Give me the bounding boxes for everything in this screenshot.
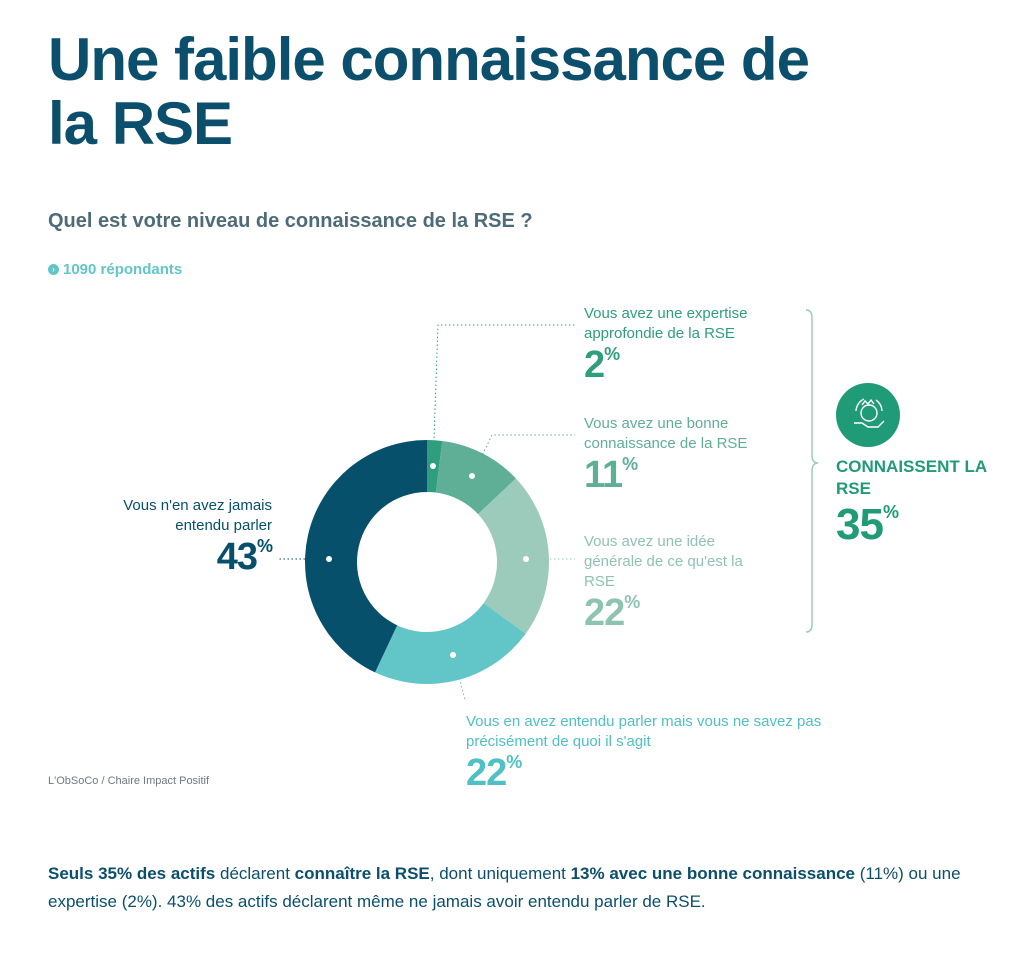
- slice-label: Vous n'en avez jamais entendu parler: [123, 497, 272, 534]
- footer-part: Seuls 35% des actifs: [48, 864, 216, 883]
- legend-bonne: Vous avez une bonne connaissance de la R…: [584, 414, 794, 496]
- hand-globe-icon: [836, 383, 900, 447]
- footer-part: déclarent: [215, 864, 295, 883]
- footer-text: Seuls 35% des actifs déclarent connaître…: [48, 860, 1008, 916]
- summary-label: CONNAISSENT LA RSE: [836, 457, 987, 498]
- footer-part: (11%) ou une expertise (2%). 43% des act…: [48, 864, 961, 911]
- bracket: [805, 309, 819, 633]
- slice-label: Vous en avez entendu parler mais vous ne…: [466, 713, 822, 750]
- slice-marker: [326, 556, 332, 562]
- footer-part: , dont uniquement: [429, 864, 571, 883]
- slice-label: Vous avez une idée générale de ce qu'est…: [584, 533, 743, 590]
- leader-line: [471, 434, 575, 477]
- page-title: Une faible connaissance de la RSE: [48, 26, 810, 157]
- slice-marker: [430, 463, 436, 469]
- donut-slice-2: [478, 478, 549, 634]
- respondents: › 1090 répondants: [48, 261, 182, 278]
- slice-marker: [450, 652, 456, 658]
- respondents-count: 1090 répondants: [63, 261, 183, 278]
- slice-value: 11: [584, 454, 623, 496]
- leader-line: [432, 324, 575, 467]
- legend-idee: Vous avez une idée générale de ce qu'est…: [584, 532, 754, 634]
- legend-jamais: Vous n'en avez jamais entendu parler 43%: [60, 496, 273, 578]
- summary-value: 35%: [836, 500, 899, 549]
- slice-value: 22: [584, 592, 625, 634]
- donut-slice-1: [435, 440, 516, 515]
- footer-part: 13% avec une bonne connaissance: [570, 864, 855, 883]
- slice-label: Vous avez une bonne connaissance de la R…: [584, 415, 748, 452]
- question: Quel est votre niveau de connaissance de…: [48, 210, 533, 232]
- donut-slice-4: [304, 440, 427, 673]
- chevron-right-circle-icon: ›: [48, 264, 59, 275]
- slice-value: 2: [584, 344, 605, 386]
- slice-label: Vous avez une expertise approfondie de l…: [584, 305, 748, 342]
- donut-slice-3: [375, 603, 526, 684]
- footer-part: connaître la RSE: [294, 864, 430, 883]
- legend-expertise: Vous avez une expertise approfondie de l…: [584, 304, 804, 386]
- summary-number: 35: [836, 500, 884, 549]
- slice-value: 43: [216, 536, 258, 578]
- source: L'ObSoCo / Chaire Impact Positif: [48, 775, 210, 787]
- legend-entendu: Vous en avez entendu parler mais vous ne…: [466, 712, 836, 794]
- slice-marker: [523, 556, 529, 562]
- slice-marker: [469, 473, 475, 479]
- slice-value: 22: [466, 752, 507, 794]
